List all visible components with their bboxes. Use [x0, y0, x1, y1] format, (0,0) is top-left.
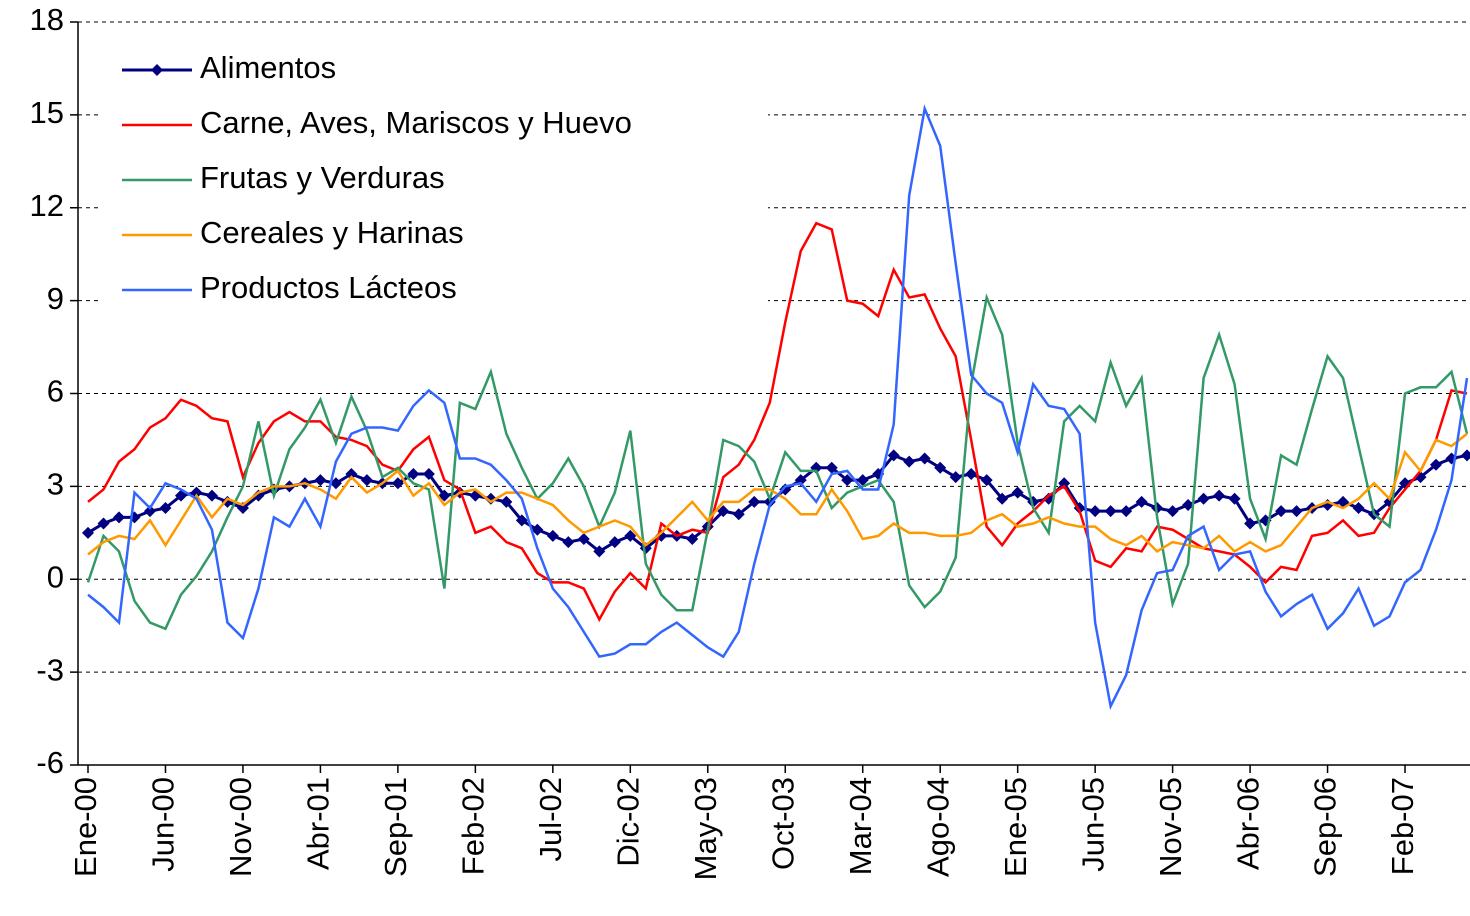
x-tick-label: Feb-02 [456, 777, 491, 875]
legend-label: Frutas y Verduras [200, 160, 445, 195]
series-marker [624, 529, 637, 542]
series-marker [1352, 502, 1365, 515]
series-marker [577, 533, 590, 546]
x-tick-label: Jun-00 [146, 777, 181, 872]
series-marker [1042, 492, 1055, 505]
series-marker [112, 511, 125, 524]
legend-label: Alimentos [200, 50, 336, 85]
y-tick-label: 15 [30, 95, 64, 130]
y-tick-label: 0 [47, 559, 64, 594]
series-marker [531, 523, 544, 536]
series-marker [1135, 495, 1148, 508]
series-marker [1213, 489, 1226, 502]
series-marker [1244, 517, 1257, 530]
series-marker [1011, 486, 1024, 499]
x-tick-label: Oct-03 [765, 777, 800, 870]
series-marker [608, 536, 621, 549]
series-line [87, 453, 1468, 554]
series-marker [1089, 505, 1102, 518]
series-marker [407, 467, 420, 480]
x-tick-label: Jun-05 [1075, 777, 1110, 872]
series-marker [856, 474, 869, 487]
series-marker [143, 505, 156, 518]
series-marker [717, 505, 730, 518]
y-tick-label: 3 [47, 467, 64, 502]
x-tick-label: Abr-06 [1230, 777, 1265, 870]
series-marker [1430, 458, 1443, 471]
legend-marker [151, 64, 163, 76]
series-marker [903, 455, 916, 468]
series-marker [980, 474, 993, 487]
series-marker [887, 449, 900, 462]
series-line [87, 104, 1469, 711]
series-marker [825, 461, 838, 474]
series-marker [562, 536, 575, 549]
series-marker [97, 517, 110, 530]
legend-label: Cereales y Harinas [200, 215, 464, 250]
legend-background [100, 42, 768, 314]
series-marker [345, 467, 358, 480]
series-line [86, 293, 1469, 631]
series-marker [422, 467, 435, 480]
x-tick-label: Nov-00 [223, 777, 258, 877]
series-marker [1104, 505, 1117, 518]
series-marker [965, 467, 978, 480]
x-tick-label: Ago-04 [920, 777, 955, 877]
series-marker [1166, 505, 1179, 518]
series-marker [593, 545, 606, 558]
x-tick-label: Feb-07 [1385, 777, 1420, 875]
x-tick-label: Mar-04 [843, 777, 878, 875]
y-tick-label: 18 [30, 2, 64, 37]
series-marker [484, 492, 497, 505]
series-marker [732, 508, 745, 521]
series-marker [1461, 449, 1470, 462]
series-marker [841, 474, 854, 487]
series-line [87, 221, 1468, 623]
series-marker [329, 477, 342, 490]
x-tick-label: Abr-01 [301, 777, 336, 870]
series-marker [1197, 492, 1210, 505]
legend-label: Productos Lácteos [200, 270, 457, 305]
legend-label: Carne, Aves, Mariscos y Huevo [200, 105, 632, 140]
series-marker [82, 526, 94, 539]
series-marker [934, 461, 947, 474]
y-tick-label: 6 [47, 374, 64, 409]
series-marker [314, 474, 327, 487]
x-tick-label: Ene-05 [998, 777, 1033, 877]
series-marker [748, 495, 761, 508]
x-tick-label: Dic-02 [610, 777, 645, 867]
y-tick-label: 12 [30, 188, 64, 223]
y-tick-label: -3 [36, 652, 64, 687]
series-marker [1275, 505, 1288, 518]
legend: Alimentos Carne, Aves, Mariscos y Huevo Fr… [100, 42, 768, 314]
series-marker [391, 477, 404, 490]
series-marker [1058, 477, 1071, 490]
series-marker [159, 502, 172, 515]
series-marker [546, 529, 559, 542]
x-tick-label: Sep-01 [378, 777, 413, 877]
series-marker [949, 471, 962, 484]
y-tick-label: -6 [36, 745, 64, 780]
series-marker [500, 495, 513, 508]
x-tick-label: Ene-00 [68, 777, 103, 877]
series-marker [996, 492, 1009, 505]
x-tick-label: Jul-02 [533, 777, 568, 861]
x-tick-label: May-03 [688, 777, 723, 880]
x-tick-label: Nov-05 [1153, 777, 1188, 877]
y-tick-label: 9 [47, 281, 64, 316]
series-marker [360, 474, 373, 487]
series-marker [918, 452, 931, 465]
series-marker [686, 533, 699, 546]
series-marker [1182, 498, 1195, 511]
series-marker [1228, 492, 1241, 505]
series-marker [1120, 505, 1133, 518]
series-marker [205, 489, 218, 502]
series-marker [515, 514, 528, 527]
series-marker [1290, 505, 1303, 518]
x-tick-label: Sep-06 [1308, 777, 1343, 877]
